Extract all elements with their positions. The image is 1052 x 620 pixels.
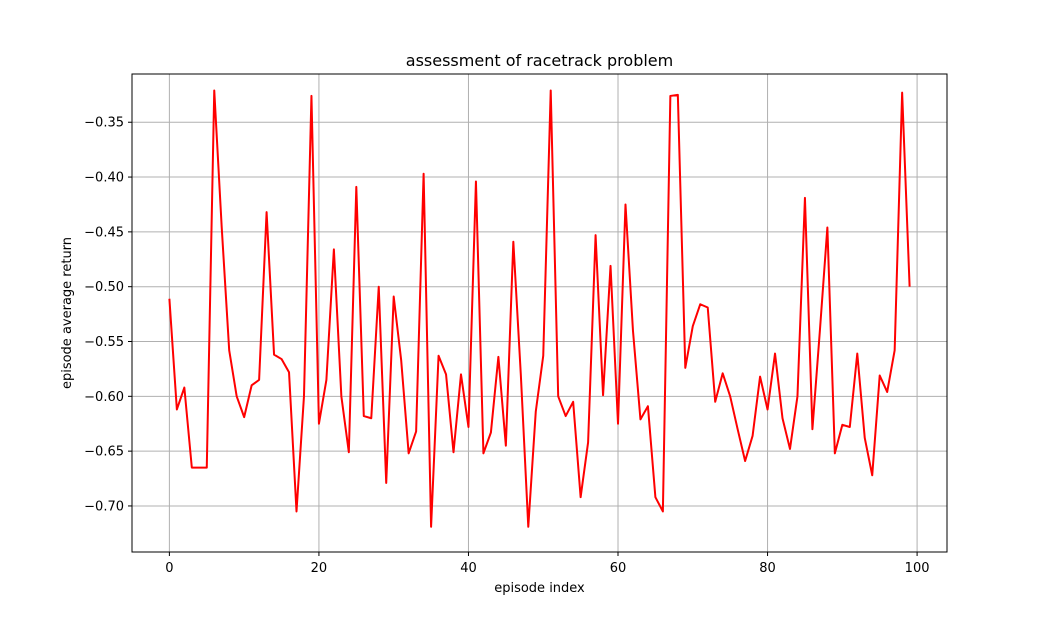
y-tick-label: −0.50: [84, 280, 124, 295]
x-tick-label: 80: [759, 561, 776, 576]
x-tick-label: 100: [905, 561, 930, 576]
x-tick-label: 60: [610, 561, 627, 576]
x-tick-label: 20: [311, 561, 328, 576]
y-tick-label: −0.45: [84, 225, 124, 240]
y-tick-label: −0.40: [84, 171, 124, 186]
plot-frame: [131, 73, 948, 553]
y-tick-label: −0.70: [84, 499, 124, 514]
plot-area: [132, 74, 947, 552]
x-tick-label: 40: [460, 561, 477, 576]
chart-title: assessment of racetrack problem: [406, 51, 673, 70]
series-line: [168, 89, 911, 528]
ticks: 0 20 40 60 80 100 −0.70 −0.65 −0.60 −0.55 −0.50 −0.…: [84, 116, 929, 576]
series-layer: [168, 89, 911, 528]
x-axis-label: episode index: [494, 581, 585, 596]
x-tick-label: 0: [165, 561, 173, 576]
y-tick-label: −0.65: [84, 445, 124, 460]
y-axis-label: episode average return: [60, 237, 75, 389]
grid: [132, 74, 947, 552]
y-tick-label: −0.35: [84, 116, 124, 131]
y-tick-label: −0.60: [84, 390, 124, 405]
y-tick-label: −0.55: [84, 335, 124, 350]
